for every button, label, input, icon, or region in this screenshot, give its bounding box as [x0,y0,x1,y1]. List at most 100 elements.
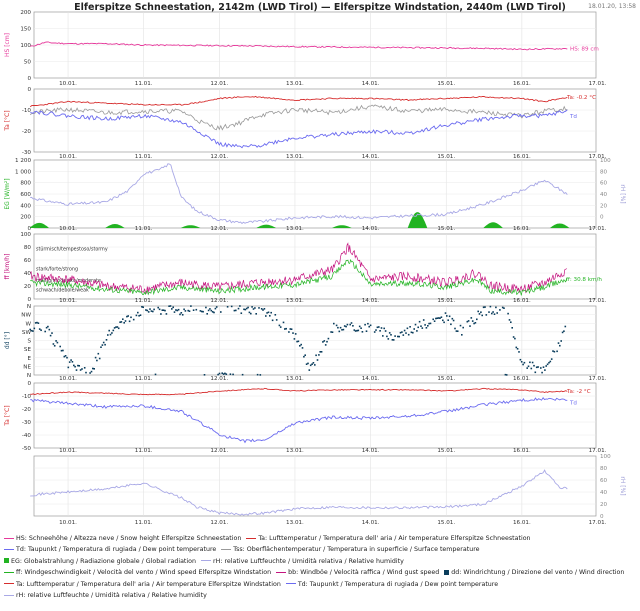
x-tick-label: 12.01. [210,376,228,382]
dd-point [218,372,221,375]
dd-point [527,365,530,368]
dd-point [427,325,429,327]
dd-point [413,328,415,330]
dd-point [410,331,413,334]
legend-item: rH: relative Luftfeuchte / Umidità relat… [201,556,404,567]
legend-label: bb: Windböe / Velocità raffica / Wind gu… [288,569,440,577]
dd-point [489,305,492,308]
dd-point [201,310,203,313]
x-tick-label: 14.01. [362,376,380,382]
y-axis-label: Ta [°C] [4,110,11,131]
dd-point [496,312,498,314]
dd-point [522,363,524,366]
dd-point [275,319,278,321]
dd-point [258,307,260,309]
y-tick-label: 0 [27,226,31,232]
dd-point [49,334,52,337]
dd-point [485,314,488,316]
series-line-td2 [30,397,568,444]
dd-point [292,332,294,334]
dd-point [442,319,444,322]
x-tick-label: 10.01. [59,81,77,87]
dd-point [239,305,241,307]
dd-point [211,311,214,313]
ff-value-label: ff: 30.8 km/h [566,277,602,283]
x-tick-label: 17.01. [589,448,607,454]
x-tick-label: 12.01. [210,154,228,160]
eg-area [180,225,201,228]
dd-point [529,361,531,364]
dd-point [341,329,343,331]
dd-point [259,374,262,376]
dd-point [369,324,372,327]
dd-point [229,373,232,375]
dd-point [96,359,98,362]
x-tick-label: 14.01. [362,298,380,304]
dd-point [195,308,198,311]
dd-point [47,325,49,328]
series-line-rh [30,163,568,225]
dd-point [375,329,377,331]
dd-point [378,326,380,328]
dd-point [100,346,102,348]
dd-point [450,323,452,326]
dd-point [297,340,300,343]
y-tick-label: 200 [20,215,31,221]
x-tick-label: 16.01. [513,226,531,232]
panel-frame [33,382,597,449]
dd-point [414,323,417,326]
dd-point [452,319,455,322]
dd-point [320,351,323,353]
dd-point [187,309,189,312]
dd-point [149,308,151,310]
dd-point [45,326,48,329]
legend-square-icon [4,558,9,564]
dd-point [294,333,297,335]
dd-point [515,346,518,349]
dd-point [40,329,42,331]
dd-point [467,320,470,322]
dd-point [530,367,533,370]
dd-point [384,330,387,332]
dd-point [557,342,560,344]
dd-point [364,323,366,326]
dd-point [337,326,339,329]
y-tick-label: NW [21,313,31,319]
dd-point [388,332,391,334]
dd-point [409,326,411,328]
x-tick-label: 15.01. [437,448,455,454]
dd-point [44,330,46,333]
dd-point [128,320,131,323]
dd-point [36,321,38,324]
dd-point [403,329,406,332]
dd-point [263,308,266,310]
dd-point [104,343,106,346]
dd-point [62,349,64,352]
y2-tick-label: 80 [600,466,608,472]
dd-point [168,305,170,307]
dd-point [270,311,272,314]
dd-point [324,344,327,346]
dd-point [433,320,436,322]
dd-point [556,350,558,353]
y-tick-label: 600 [20,192,31,198]
legend-row: Ta: Lufttemperatur / Temperatura dell' a… [4,579,636,590]
x-tick-label: 11.01. [135,154,153,160]
dd-point [206,313,208,315]
dd-point [119,321,121,323]
eg-area [332,225,352,228]
dd-point [243,308,245,311]
x-tick-label: 17.01. [589,81,607,87]
dd-point [78,365,80,367]
y-axis-label: EG [W/m²] [4,178,11,209]
dd-point [315,354,317,357]
x-tick-label: 10.01. [59,520,77,526]
dd-point [117,327,120,330]
dd-point [439,317,441,319]
dd-point [491,312,493,315]
dd-point [164,309,166,312]
x-tick-label: 17.01. [589,154,607,160]
y-tick-label: SW [22,330,32,336]
x-tick-label: 10.01. [59,298,77,304]
dd-point [448,315,451,318]
